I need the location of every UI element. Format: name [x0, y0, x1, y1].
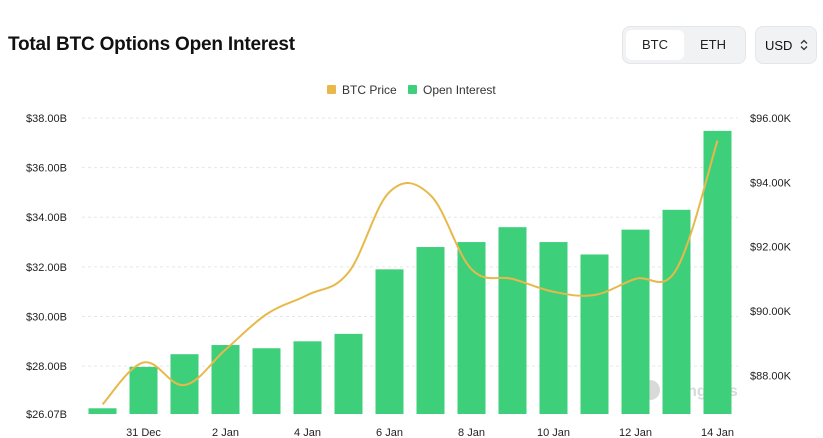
x-axis-tick-label: 4 Jan [294, 427, 321, 438]
left-axis-tick-label: $36.00B [26, 163, 67, 175]
chart-legend: BTC Price Open Interest [327, 83, 496, 97]
legend-label: BTC Price [342, 83, 397, 97]
btc-price-path [101, 140, 719, 406]
left-axis-tick-label: $26.07B [26, 409, 67, 421]
x-axis-tick-label: 6 Jan [376, 427, 403, 438]
left-axis-labels: $26.07B $28.00B $30.00B $32.00B $34.00B $36.0… [26, 113, 67, 421]
left-axis-tick-label: $34.00B [26, 212, 67, 224]
legend-label: Open Interest [423, 83, 496, 97]
oi-bar [416, 247, 445, 414]
right-axis-tick-label: $94.00K [750, 177, 792, 189]
page-title: Total BTC Options Open Interest [8, 34, 295, 55]
oi-bar [662, 209, 691, 414]
oi-bar [580, 254, 609, 414]
right-axis-labels: $88.00K $90.00K $92.00K $94.00K $96.00K [750, 113, 792, 382]
oi-bar [375, 269, 404, 414]
eth-toggle-button[interactable]: ETH [700, 37, 726, 52]
x-axis-labels: 31 Dec 2 Jan 4 Jan 6 Jan 8 Jan 10 Jan 12 Jan 14… [126, 427, 734, 438]
oi-bar [457, 242, 486, 414]
currency-select[interactable]: USD [755, 26, 817, 64]
left-axis-tick-label: $28.00B [26, 361, 67, 373]
left-axis-tick-label: $38.00B [26, 113, 67, 125]
legend-swatch [408, 85, 417, 94]
right-axis-tick-label: $96.00K [750, 113, 792, 125]
x-axis-tick-label: 14 Jan [701, 427, 734, 438]
oi-bar [539, 242, 568, 414]
btc-toggle-button[interactable]: BTC [626, 30, 684, 60]
oi-bar [88, 408, 117, 414]
up-down-chevron-icon [800, 39, 808, 51]
left-axis-tick-label: $32.00B [26, 262, 67, 274]
legend-swatch [327, 85, 336, 94]
oi-bar [129, 366, 158, 414]
btc-price-line [101, 140, 719, 406]
right-axis-tick-label: $90.00K [750, 306, 792, 318]
oi-bar [252, 348, 281, 414]
right-axis-tick-label: $92.00K [750, 242, 792, 254]
right-axis-tick-label: $88.00K [750, 370, 792, 382]
oi-bar [621, 229, 650, 414]
open-interest-bars [88, 130, 732, 415]
oi-bar [334, 333, 363, 414]
x-axis-tick-label: 10 Jan [537, 427, 570, 438]
currency-value: USD [765, 37, 793, 53]
x-axis-tick-label: 12 Jan [619, 427, 652, 438]
oi-bar [211, 345, 240, 414]
asset-toggle: BTC ETH [622, 26, 746, 64]
left-axis-tick-label: $30.00B [26, 311, 67, 323]
oi-bar [498, 227, 527, 414]
oi-bar [293, 341, 322, 414]
oi-bar [703, 130, 732, 415]
x-axis-tick-label: 2 Jan [212, 427, 239, 438]
x-axis-tick-label: 31 Dec [126, 427, 161, 438]
x-axis-tick-label: 8 Jan [458, 427, 485, 438]
